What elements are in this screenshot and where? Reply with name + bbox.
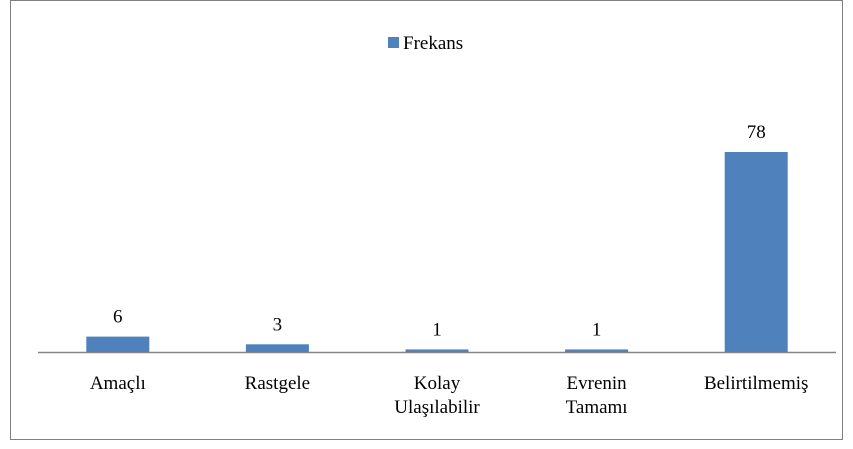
value-label: 1: [432, 319, 442, 340]
value-label: 3: [273, 314, 283, 335]
bar: [724, 152, 788, 352]
legend-label: Frekans: [403, 33, 463, 54]
value-label: 1: [592, 319, 602, 340]
x-tick-label: Evrenin Tamamı: [565, 373, 628, 418]
bar: [86, 336, 150, 352]
bar: [405, 349, 469, 352]
value-label: 6: [113, 307, 123, 328]
legend-swatch: [388, 37, 399, 48]
x-tick-label: Belirtilmemiş: [703, 373, 809, 394]
value-label: 78: [747, 122, 766, 143]
x-tick-label: Rastgele: [244, 373, 311, 394]
x-tick-label: Amaçlı: [89, 373, 146, 394]
x-tick-label: Kolay Ulaşılabilir: [394, 373, 480, 418]
bar: [565, 349, 629, 352]
bar: [245, 344, 309, 352]
chart-border: [10, 0, 843, 440]
